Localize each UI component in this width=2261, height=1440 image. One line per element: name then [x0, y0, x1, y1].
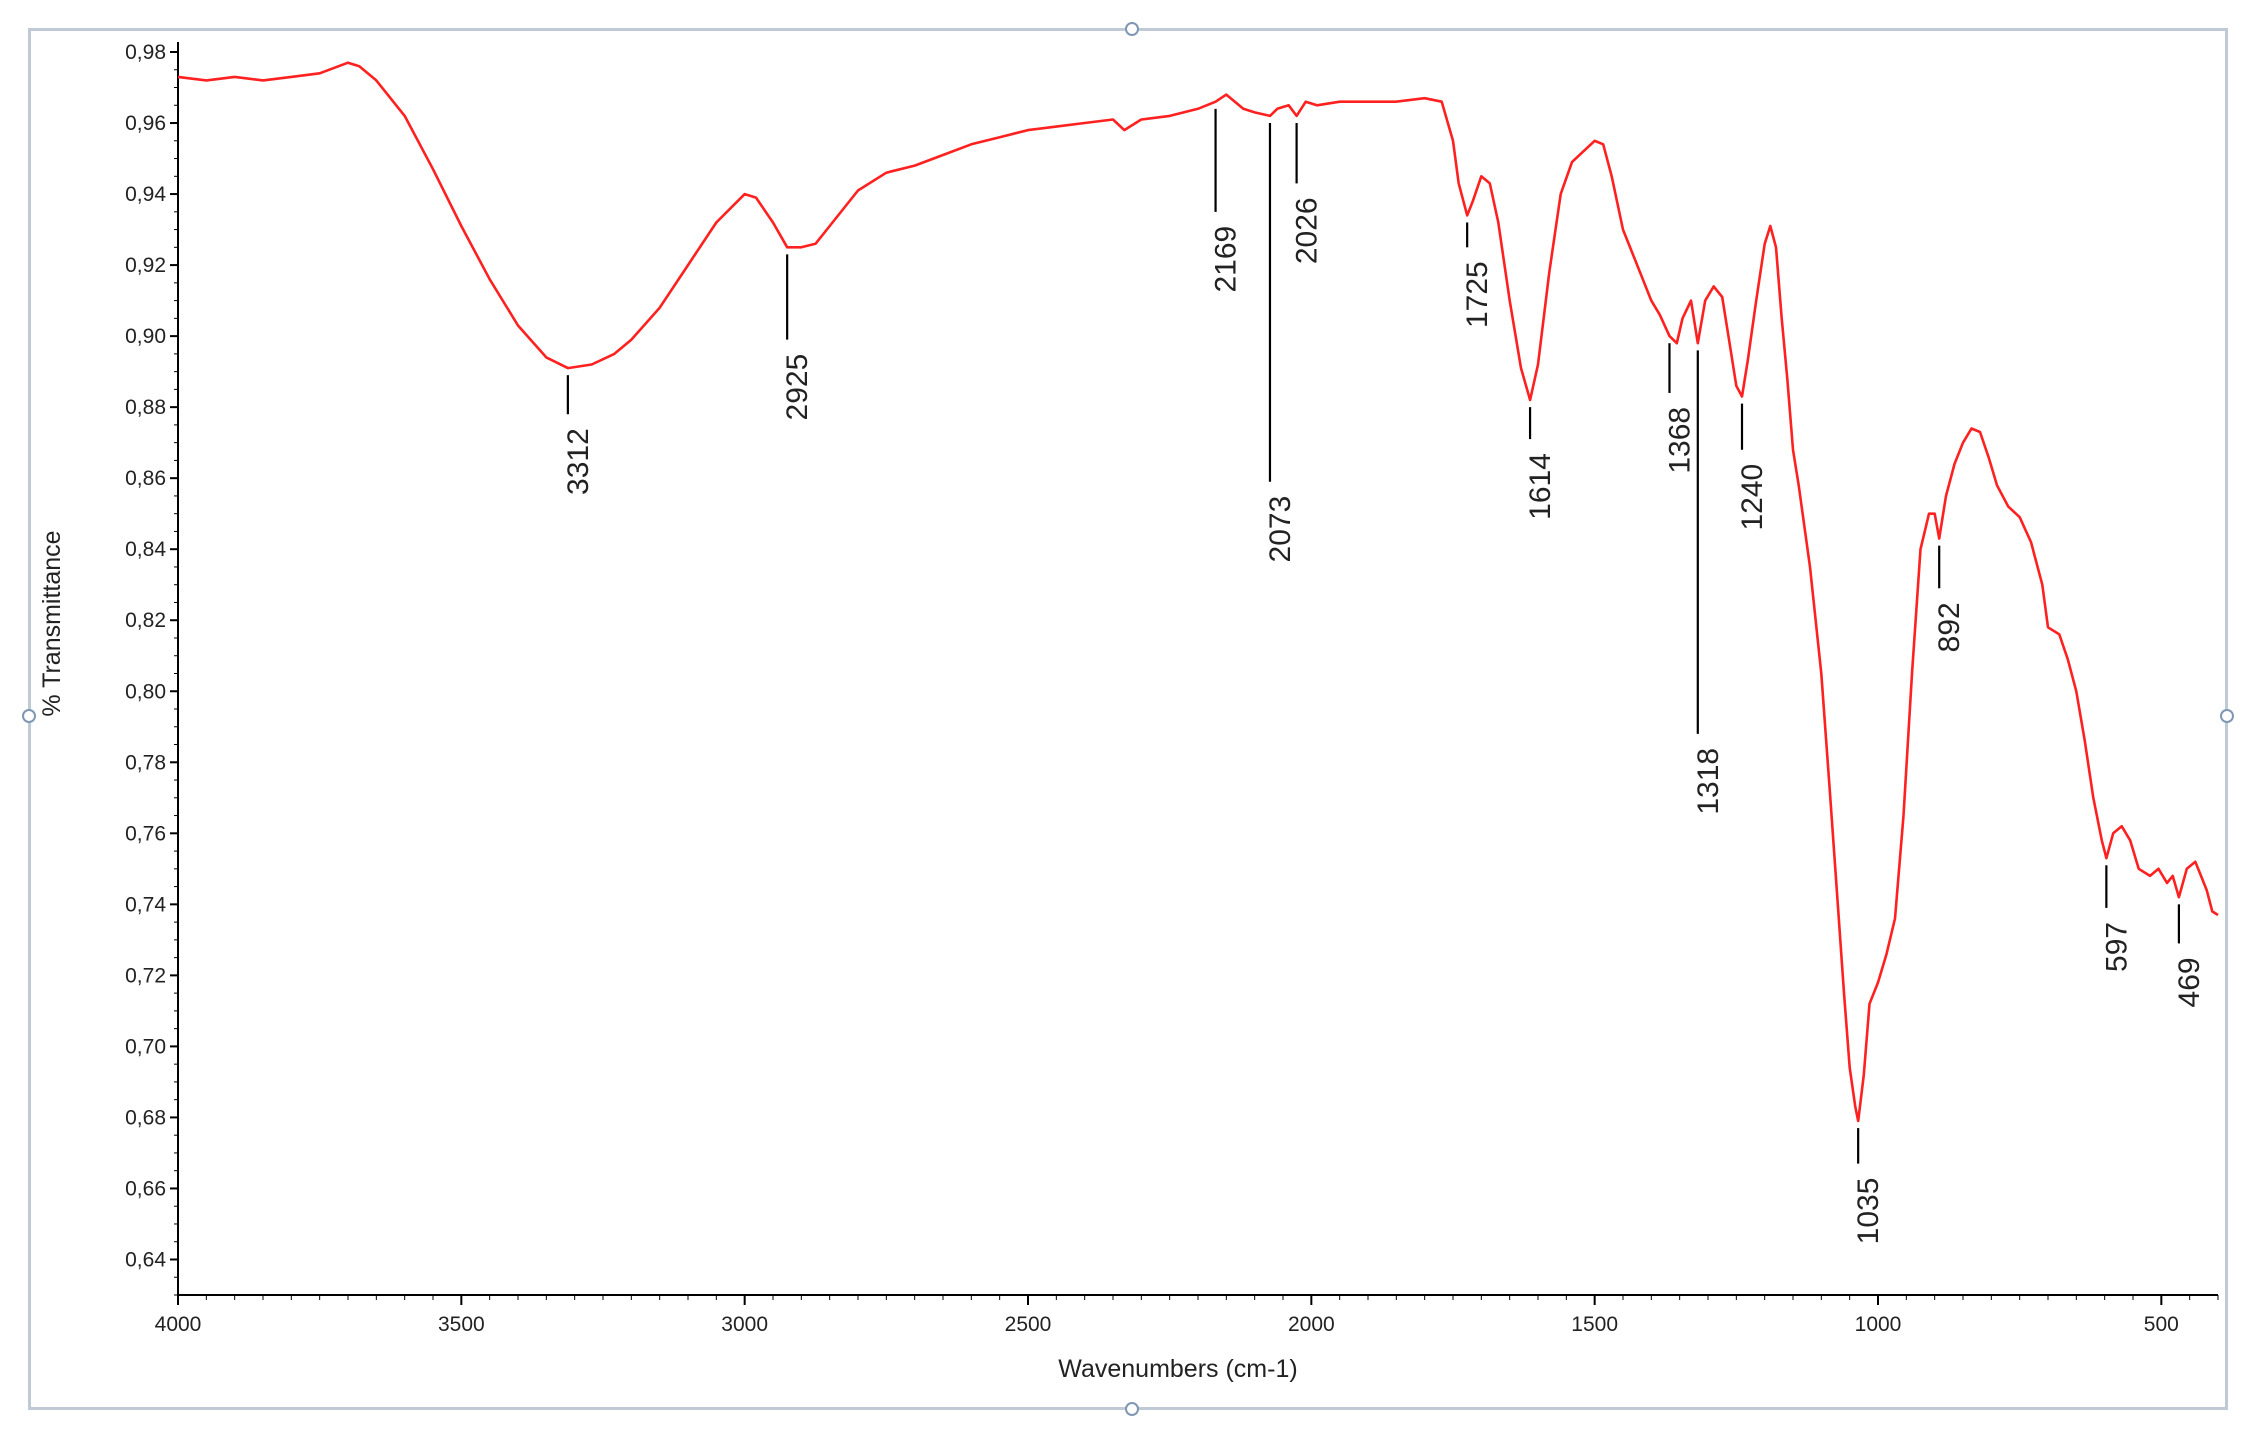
- x-tick-label: 3000: [721, 1313, 768, 1336]
- y-tick-label: 0,98: [125, 41, 166, 64]
- resize-handle-right[interactable]: [2220, 709, 2234, 723]
- peak-label-1240: 1240: [1736, 464, 1769, 531]
- spectrum-line: [177, 61, 2219, 1123]
- x-axis-title: Wavenumbers (cm-1): [1058, 1355, 1297, 1383]
- y-tick-label: 0,80: [125, 680, 166, 703]
- axes: 0,98 0,96 0,94 0,92 0,90 0,88 0,86 0,84 0,82 0,80…: [38, 41, 2219, 1383]
- y-tick-label: 0,86: [125, 467, 166, 490]
- resize-handle-top[interactable]: [1125, 22, 1139, 36]
- peak-label-1614: 1614: [1524, 453, 1557, 520]
- peak-label-892: 892: [1933, 602, 1966, 652]
- peak-label-2169: 2169: [1210, 226, 1243, 293]
- peak-label-2925: 2925: [781, 354, 814, 421]
- peak-markers: [566, 108, 2180, 1164]
- y-tick-label: 0,94: [125, 183, 166, 206]
- y-tick-label: 0,82: [125, 609, 166, 632]
- y-tick-label: 0,78: [125, 751, 166, 774]
- peak-label-3312: 3312: [562, 428, 595, 495]
- peak-label-1318: 1318: [1692, 748, 1725, 815]
- peak-label-1368: 1368: [1664, 407, 1697, 474]
- y-tick-label: 0,90: [125, 325, 166, 348]
- chart-frame: [22, 22, 2234, 1416]
- y-tick-label: 0,92: [125, 254, 166, 277]
- peak-label-2026: 2026: [1291, 197, 1324, 264]
- y-tick-label: 0,64: [125, 1248, 166, 1271]
- y-tick-label: 0,72: [125, 964, 166, 987]
- resize-handle-bottom[interactable]: [1125, 1402, 1139, 1416]
- y-axis-title: % Transmittance: [38, 530, 66, 716]
- y-tick-label: 0,74: [125, 893, 166, 916]
- y-tick-label: 0,70: [125, 1035, 166, 1058]
- y-tick-label: 0,96: [125, 112, 166, 135]
- peak-label-597: 597: [2100, 922, 2133, 972]
- y-tick-label: 0,88: [125, 396, 166, 419]
- y-tick-label: 0,68: [125, 1106, 166, 1129]
- resize-handle-left[interactable]: [22, 709, 36, 723]
- x-tick-label: 4000: [155, 1313, 202, 1336]
- x-tick-label: 2000: [1288, 1313, 1335, 1336]
- peak-label-1035: 1035: [1852, 1178, 1885, 1245]
- x-tick-label: 1000: [1855, 1313, 1902, 1336]
- labels: 3312 2925 2169 2073 2026 1725 1614 1368 1318 1240…: [562, 197, 2206, 1244]
- peak-label-469: 469: [2173, 957, 2206, 1007]
- peak-label-1725: 1725: [1461, 261, 1494, 328]
- x-tick-label: 1500: [1571, 1313, 1618, 1336]
- x-tick-label: 2500: [1005, 1313, 1052, 1336]
- y-tick-label: 0,66: [125, 1177, 166, 1200]
- x-tick-label: 500: [2144, 1313, 2179, 1336]
- peak-label-2073: 2073: [1264, 496, 1297, 563]
- y-tick-label: 0,84: [125, 538, 166, 561]
- x-tick-label: 3500: [438, 1313, 485, 1336]
- y-tick-label: 0,76: [125, 822, 166, 845]
